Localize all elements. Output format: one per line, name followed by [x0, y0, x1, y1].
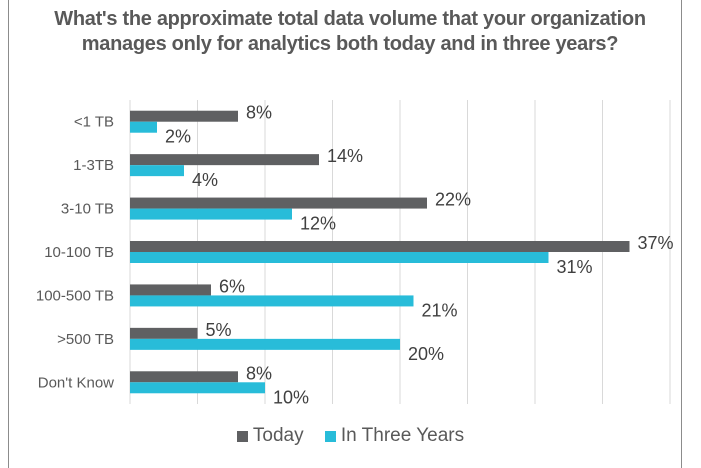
legend-label-today: Today	[252, 425, 304, 446]
data-label: 8%	[246, 103, 272, 123]
bar-in-three-years	[130, 252, 549, 263]
legend-item-in-three-years[interactable]: In Three Years	[324, 425, 465, 447]
data-label: 12%	[300, 214, 336, 234]
data-label: 21%	[422, 300, 458, 320]
data-label: 14%	[327, 146, 363, 166]
data-label: 4%	[192, 170, 218, 190]
data-label: 31%	[557, 257, 593, 277]
category-labels: <1 TB 1-3TB 3-10 TB 10-100 TB 100-500 TB >500…	[36, 114, 114, 392]
data-label: 5%	[206, 320, 232, 340]
category-label: 1-3TB	[73, 157, 114, 174]
bar-today	[130, 110, 238, 122]
legend-swatch-today	[236, 430, 248, 442]
bar-today	[130, 241, 630, 252]
data-label: 20%	[408, 344, 444, 364]
legend-swatch-in-three-years	[324, 430, 336, 442]
bar-today	[130, 327, 198, 339]
data-label: 6%	[219, 276, 245, 296]
category-label: 10-100 TB	[44, 244, 114, 261]
category-label: 3-10 TB	[61, 201, 114, 218]
bar-in-three-years	[130, 295, 414, 307]
data-label: 10%	[273, 387, 309, 407]
data-label: 2%	[165, 127, 191, 147]
bar-today	[130, 284, 211, 296]
chart-frame	[8, 0, 682, 468]
bar-in-three-years	[130, 338, 400, 350]
bar-today	[130, 197, 427, 209]
bar-today	[130, 371, 238, 383]
data-label: 8%	[246, 363, 272, 383]
data-label: 37%	[638, 233, 674, 253]
chart-title: What's the approximate total data volume…	[54, 8, 646, 55]
bar-today	[130, 154, 319, 166]
legend-item-today[interactable]: Today	[236, 425, 304, 447]
category-label: >500 TB	[57, 331, 114, 348]
bar-in-three-years	[130, 208, 292, 220]
category-label: <1 TB	[74, 114, 114, 131]
bar-in-three-years	[130, 382, 265, 394]
legend-label-in-three-years: In Three Years	[340, 425, 465, 446]
data-label: 22%	[435, 190, 471, 210]
bar-in-three-years	[130, 121, 157, 133]
category-label: Don't Know	[38, 374, 114, 391]
data-labels: 8%2%14%4%22%12%37%31%6%21%5%20%8%10%	[165, 103, 674, 408]
legend: Today In Three Years	[0, 425, 701, 448]
bars	[130, 110, 630, 394]
category-label: 100-500 TB	[36, 287, 114, 304]
bar-in-three-years	[130, 165, 184, 177]
